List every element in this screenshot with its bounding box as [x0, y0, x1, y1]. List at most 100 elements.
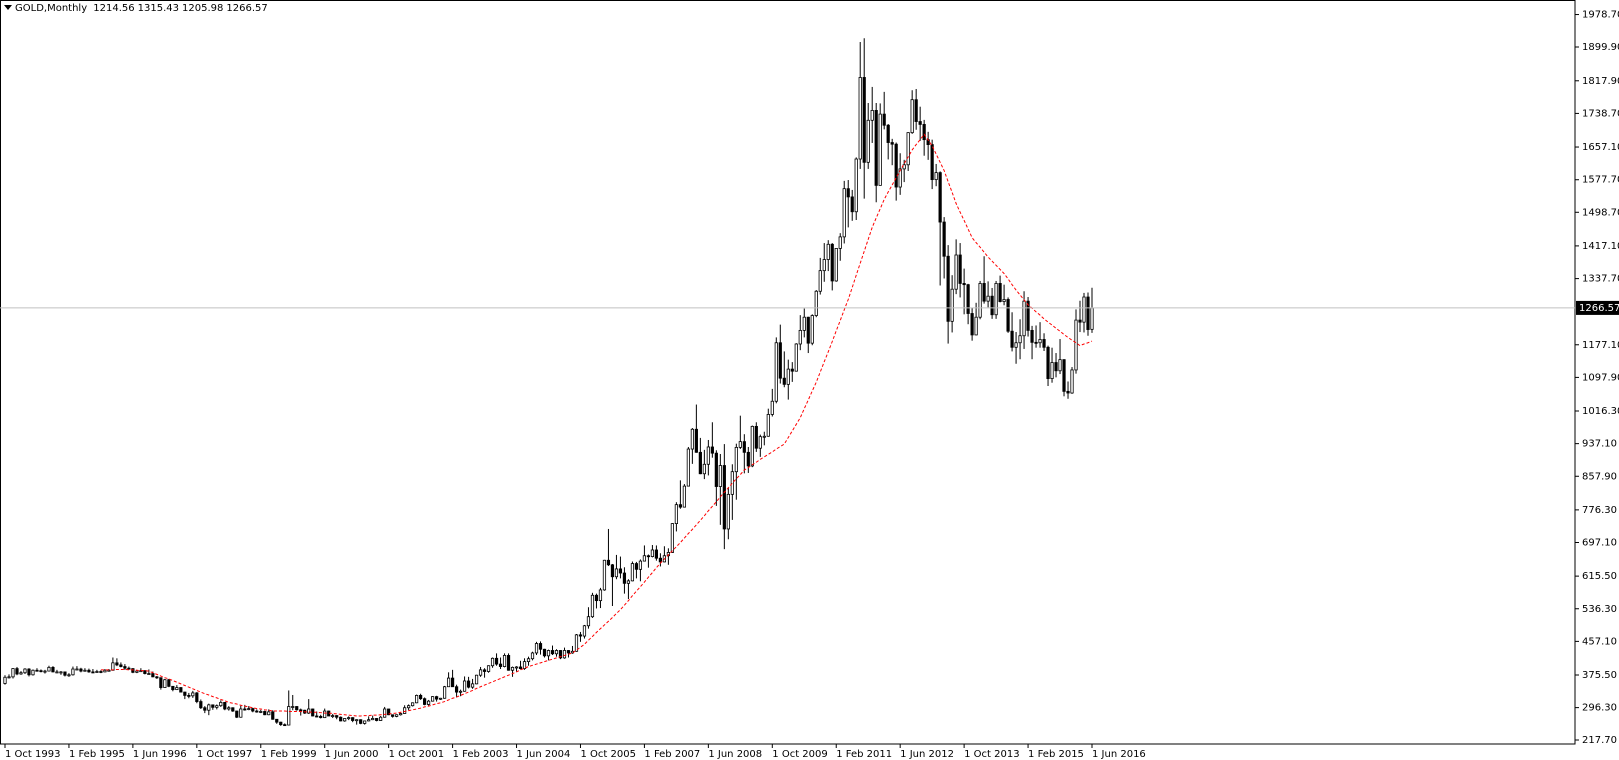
candle-body: [930, 144, 934, 181]
candle-body: [1054, 362, 1058, 372]
candle-body: [355, 719, 359, 722]
candle-body: [163, 679, 167, 688]
candle-body: [67, 674, 71, 677]
y-tick-label: 1899.90: [1582, 42, 1619, 53]
last-open: 1214.56: [93, 3, 135, 14]
candle-body: [199, 701, 203, 709]
y-tick-label: 1177.10: [1582, 340, 1619, 351]
candle-body: [682, 485, 686, 508]
candle-body: [882, 113, 886, 126]
price-label: 1266.57: [1579, 303, 1619, 314]
candle-body: [187, 694, 191, 697]
candle-body: [998, 283, 1002, 302]
candle-body: [111, 662, 115, 671]
candle-body: [594, 594, 599, 602]
candle-body: [419, 694, 423, 700]
candle-body: [534, 643, 539, 654]
candle-body: [1026, 300, 1030, 331]
candle-body: [446, 677, 451, 688]
y-tick-label: 375.50: [1582, 670, 1617, 681]
candle-body: [862, 77, 866, 163]
candle-body: [710, 446, 714, 454]
candle-body: [63, 671, 67, 676]
candle-body: [802, 316, 806, 331]
candle-body: [227, 707, 231, 710]
candle-body: [562, 650, 567, 659]
candle-body: [870, 110, 874, 121]
candle-body: [75, 668, 79, 671]
x-tick-label: 1 Jun 2004: [517, 749, 571, 760]
candle-body: [690, 428, 694, 450]
candle-body: [826, 243, 830, 260]
x-tick-label: 1 Jun 2016: [1092, 749, 1146, 760]
candle-body: [279, 721, 283, 726]
candle-body: [87, 669, 91, 673]
candle-body: [470, 683, 475, 688]
last-high: 1315.43: [137, 3, 180, 14]
candle-body: [590, 594, 595, 618]
x-tick-label: 1 Oct 2001: [389, 749, 444, 760]
candle-body: [498, 663, 503, 667]
y-tick-label: 1817.90: [1582, 76, 1619, 87]
y-tick-label: 1498.70: [1582, 207, 1619, 218]
candle-body: [678, 504, 682, 508]
candle-body: [442, 686, 447, 699]
candle-body: [750, 425, 754, 467]
candle-body: [291, 706, 295, 708]
candle-body: [99, 671, 103, 673]
candle-body: [159, 677, 163, 688]
candle-body: [71, 668, 75, 676]
y-tick-label: 1657.10: [1582, 142, 1619, 153]
candle-body: [554, 650, 559, 655]
x-tick-label: 1 Feb 1995: [69, 749, 125, 760]
candle-body: [646, 555, 651, 558]
candle-body: [898, 168, 902, 188]
candle-body: [427, 700, 431, 705]
candle-body: [578, 634, 583, 637]
candle-body: [794, 343, 798, 372]
candle-body: [319, 715, 323, 719]
candle-body: [1050, 362, 1054, 379]
candle-body: [814, 290, 818, 316]
candle-body: [1058, 359, 1062, 372]
candle-body: [1046, 346, 1050, 379]
candle-body: [766, 414, 770, 437]
candle-body: [842, 188, 846, 238]
candle-body: [1034, 341, 1038, 344]
candle-body: [247, 708, 251, 710]
candle-body: [890, 142, 894, 145]
candle-body: [59, 671, 63, 674]
candle-body: [450, 677, 455, 688]
x-tick-label: 1 Feb 2011: [836, 749, 892, 760]
candle-body: [978, 283, 982, 318]
candle-body: [886, 124, 890, 143]
candle-body: [243, 708, 247, 711]
x-tick-label: 1 Feb 2007: [644, 749, 700, 760]
candle-body: [83, 669, 87, 672]
candle-body: [666, 552, 670, 557]
header-arrow: [4, 5, 12, 10]
x-tick-label: 1 Jun 2012: [900, 749, 954, 760]
candle-body: [722, 465, 726, 530]
candle-body: [1042, 339, 1046, 348]
candle-body: [454, 686, 459, 693]
candle-body: [135, 670, 139, 673]
candle-body: [119, 664, 123, 667]
candle-body: [23, 668, 27, 674]
candle-body: [403, 707, 407, 714]
candle-body: [698, 451, 702, 475]
candle-body: [215, 705, 219, 708]
candle-body: [818, 270, 822, 292]
candle-body: [167, 679, 171, 687]
candle-body: [127, 667, 131, 670]
candle-body: [982, 283, 986, 302]
candle-body: [387, 708, 391, 716]
candle-body: [858, 77, 862, 160]
candle-body: [43, 670, 47, 673]
y-tick-label: 1016.30: [1582, 406, 1619, 417]
candle-body: [934, 172, 938, 181]
candle-body: [283, 724, 287, 727]
candle-body: [466, 680, 471, 688]
candle-body: [375, 718, 379, 721]
